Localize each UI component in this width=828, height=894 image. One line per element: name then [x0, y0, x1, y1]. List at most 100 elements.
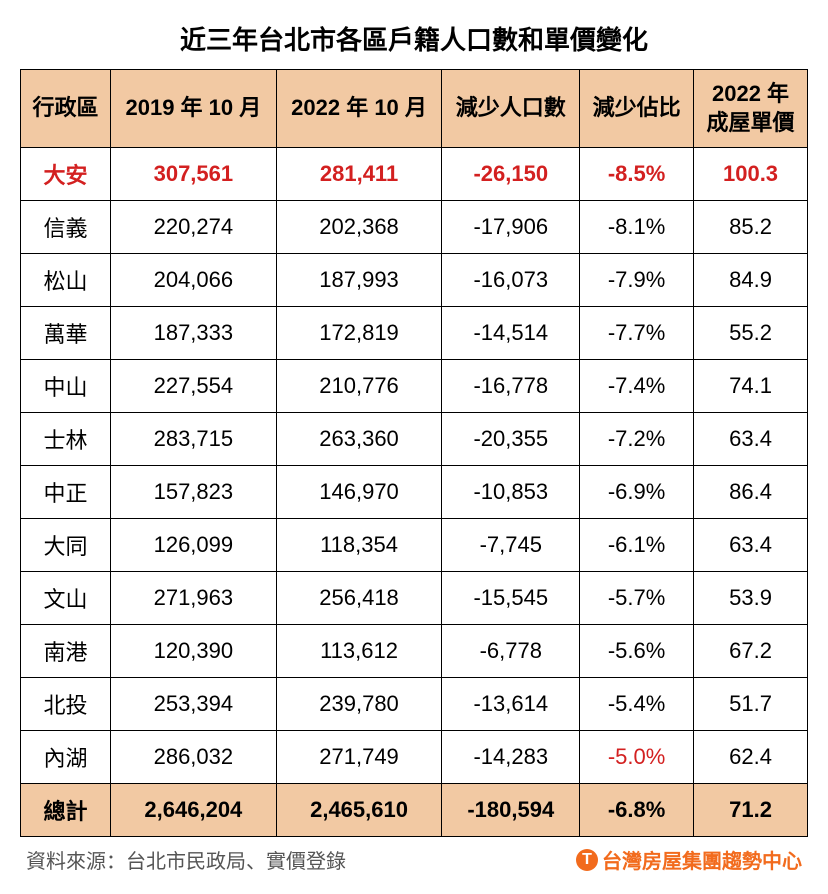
cell-decrease: -7,745	[442, 519, 580, 572]
cell-decrease: -16,073	[442, 254, 580, 307]
cell-2022: 281,411	[276, 148, 442, 201]
cell-district: 萬華	[21, 307, 111, 360]
cell-2022: 202,368	[276, 201, 442, 254]
cell-decrease: -13,614	[442, 678, 580, 731]
cell-district: 北投	[21, 678, 111, 731]
cell-2022: 239,780	[276, 678, 442, 731]
cell-2019: 271,963	[111, 572, 277, 625]
footer: 資料來源：台北市民政局、實價登錄 T 台灣房屋集團趨勢中心	[20, 845, 808, 874]
column-header: 行政區	[21, 70, 111, 148]
cell-price: 67.2	[694, 625, 808, 678]
population-table: 行政區2019 年 10 月2022 年 10 月減少人口數減少佔比2022 年…	[20, 69, 808, 837]
cell-2019: 126,099	[111, 519, 277, 572]
brand: T 台灣房屋集團趨勢中心	[576, 845, 802, 874]
table-row: 中山227,554210,776-16,778-7.4%74.1	[21, 360, 808, 413]
total-row: 總計2,646,2042,465,610-180,594-6.8%71.2	[21, 784, 808, 837]
cell-district: 大同	[21, 519, 111, 572]
cell-decrease: -16,778	[442, 360, 580, 413]
total-cell: 2,465,610	[276, 784, 442, 837]
column-header: 減少佔比	[580, 70, 694, 148]
cell-decrease: -15,545	[442, 572, 580, 625]
cell-2022: 172,819	[276, 307, 442, 360]
cell-2022: 263,360	[276, 413, 442, 466]
cell-district: 文山	[21, 572, 111, 625]
cell-pct: -7.2%	[580, 413, 694, 466]
cell-pct: -5.4%	[580, 678, 694, 731]
cell-decrease: -6,778	[442, 625, 580, 678]
cell-district: 松山	[21, 254, 111, 307]
table-row: 南港120,390113,612-6,778-5.6%67.2	[21, 625, 808, 678]
cell-price: 62.4	[694, 731, 808, 784]
brand-icon: T	[576, 849, 598, 871]
table-row: 文山271,963256,418-15,545-5.7%53.9	[21, 572, 808, 625]
cell-2022: 271,749	[276, 731, 442, 784]
total-cell: 2,646,204	[111, 784, 277, 837]
table-title: 近三年台北市各區戶籍人口數和單價變化	[20, 20, 808, 57]
cell-2019: 220,274	[111, 201, 277, 254]
column-header: 減少人口數	[442, 70, 580, 148]
cell-decrease: -14,283	[442, 731, 580, 784]
cell-decrease: -14,514	[442, 307, 580, 360]
table-row: 大安307,561281,411-26,150-8.5%100.3	[21, 148, 808, 201]
cell-2022: 118,354	[276, 519, 442, 572]
cell-2019: 227,554	[111, 360, 277, 413]
cell-price: 51.7	[694, 678, 808, 731]
table-body: 大安307,561281,411-26,150-8.5%100.3信義220,2…	[21, 148, 808, 837]
cell-district: 內湖	[21, 731, 111, 784]
total-cell: -180,594	[442, 784, 580, 837]
column-header: 2022 年 10 月	[276, 70, 442, 148]
cell-pct: -5.7%	[580, 572, 694, 625]
cell-price: 53.9	[694, 572, 808, 625]
cell-pct: -8.5%	[580, 148, 694, 201]
cell-pct: -8.1%	[580, 201, 694, 254]
cell-district: 中正	[21, 466, 111, 519]
table-row: 大同126,099118,354-7,745-6.1%63.4	[21, 519, 808, 572]
table-row: 中正157,823146,970-10,853-6.9%86.4	[21, 466, 808, 519]
cell-pct: -5.6%	[580, 625, 694, 678]
cell-decrease: -20,355	[442, 413, 580, 466]
cell-2019: 204,066	[111, 254, 277, 307]
table-row: 士林283,715263,360-20,355-7.2%63.4	[21, 413, 808, 466]
cell-pct: -7.7%	[580, 307, 694, 360]
cell-decrease: -26,150	[442, 148, 580, 201]
cell-2022: 187,993	[276, 254, 442, 307]
table-row: 北投253,394239,780-13,614-5.4%51.7	[21, 678, 808, 731]
cell-decrease: -10,853	[442, 466, 580, 519]
cell-price: 100.3	[694, 148, 808, 201]
column-header: 2022 年成屋單價	[694, 70, 808, 148]
cell-pct: -7.9%	[580, 254, 694, 307]
total-cell: -6.8%	[580, 784, 694, 837]
cell-district: 信義	[21, 201, 111, 254]
cell-2022: 113,612	[276, 625, 442, 678]
cell-district: 南港	[21, 625, 111, 678]
cell-price: 84.9	[694, 254, 808, 307]
brand-text: 台灣房屋集團趨勢中心	[602, 845, 802, 874]
table-row: 內湖286,032271,749-14,283-5.0%62.4	[21, 731, 808, 784]
cell-pct: -6.1%	[580, 519, 694, 572]
cell-price: 85.2	[694, 201, 808, 254]
total-cell: 總計	[21, 784, 111, 837]
cell-district: 士林	[21, 413, 111, 466]
total-cell: 71.2	[694, 784, 808, 837]
table-row: 萬華187,333172,819-14,514-7.7%55.2	[21, 307, 808, 360]
cell-2019: 283,715	[111, 413, 277, 466]
source-text: 資料來源：台北市民政局、實價登錄	[26, 845, 346, 874]
cell-2022: 210,776	[276, 360, 442, 413]
cell-decrease: -17,906	[442, 201, 580, 254]
table-row: 松山204,066187,993-16,073-7.9%84.9	[21, 254, 808, 307]
table-header: 行政區2019 年 10 月2022 年 10 月減少人口數減少佔比2022 年…	[21, 70, 808, 148]
cell-district: 中山	[21, 360, 111, 413]
cell-2019: 286,032	[111, 731, 277, 784]
cell-price: 55.2	[694, 307, 808, 360]
cell-2019: 120,390	[111, 625, 277, 678]
cell-pct: -7.4%	[580, 360, 694, 413]
cell-pct: -5.0%	[580, 731, 694, 784]
cell-2019: 253,394	[111, 678, 277, 731]
table-row: 信義220,274202,368-17,906-8.1%85.2	[21, 201, 808, 254]
cell-pct: -6.9%	[580, 466, 694, 519]
column-header: 2019 年 10 月	[111, 70, 277, 148]
cell-2022: 256,418	[276, 572, 442, 625]
cell-price: 74.1	[694, 360, 808, 413]
cell-2022: 146,970	[276, 466, 442, 519]
cell-price: 63.4	[694, 519, 808, 572]
